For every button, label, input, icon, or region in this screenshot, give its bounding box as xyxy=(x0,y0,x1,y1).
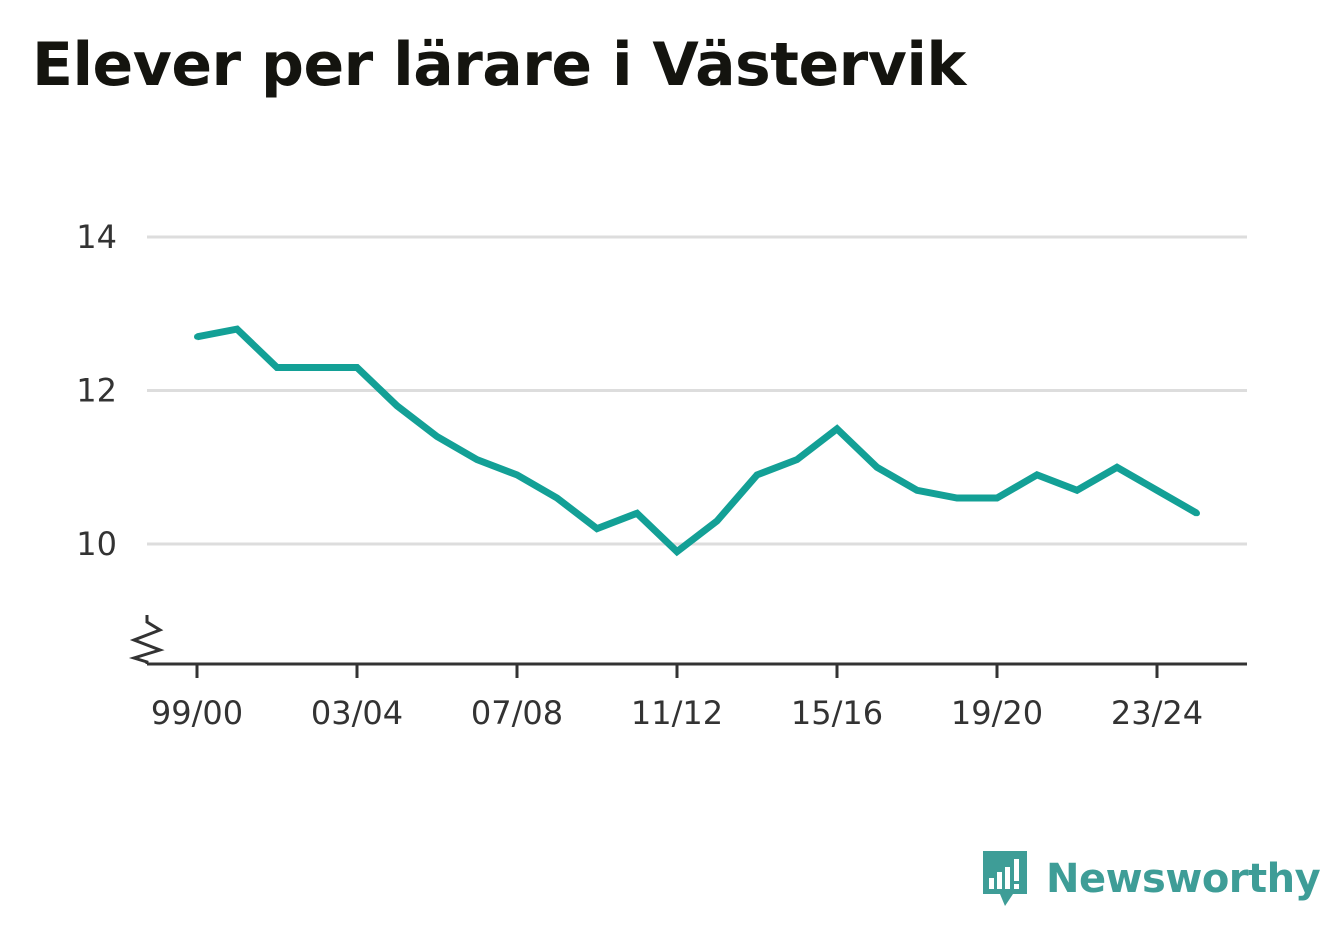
data-point xyxy=(1114,464,1120,471)
x-axis xyxy=(128,615,1247,666)
chart-title: Elever per lärare i Västervik xyxy=(32,30,966,100)
data-point xyxy=(1194,510,1200,517)
data-point xyxy=(1154,487,1160,494)
newsworthy-logo-icon xyxy=(983,851,1027,906)
x-tick-label: 15/16 xyxy=(791,694,883,732)
series-line xyxy=(196,325,1199,557)
data-point xyxy=(954,494,960,501)
data-point xyxy=(1074,487,1080,494)
data-point xyxy=(194,333,200,340)
data-point xyxy=(714,517,720,524)
data-point xyxy=(874,464,880,471)
data-point xyxy=(754,471,760,478)
data-point xyxy=(1034,471,1040,478)
x-tick-label: 11/12 xyxy=(631,694,723,732)
brand-name: Newsworthy xyxy=(1046,856,1321,902)
data-point xyxy=(554,494,560,501)
y-axis-ticks: 10 12 14 xyxy=(76,218,117,563)
data-point xyxy=(914,487,920,494)
y-tick-label: 14 xyxy=(76,218,117,256)
series-layer xyxy=(194,325,1200,557)
data-point xyxy=(314,364,320,371)
data-point xyxy=(834,425,840,432)
x-tick-label: 19/20 xyxy=(951,694,1043,732)
data-point xyxy=(394,402,400,409)
y-tick-label: 10 xyxy=(76,525,117,563)
x-tick-label: 23/24 xyxy=(1111,694,1203,732)
data-point xyxy=(274,364,280,371)
data-point xyxy=(354,364,360,371)
brand-logo: Newsworthy xyxy=(980,848,1321,910)
grid-lines xyxy=(147,235,1247,546)
data-point xyxy=(434,433,440,440)
x-tick-label: 07/08 xyxy=(471,694,563,732)
data-point xyxy=(994,494,1000,501)
data-point xyxy=(594,525,600,532)
data-point xyxy=(794,456,800,463)
x-tick-label: 99/00 xyxy=(151,694,243,732)
data-point xyxy=(674,548,680,555)
y-tick-label: 12 xyxy=(76,372,117,410)
data-point xyxy=(474,456,480,463)
axis-break-marker xyxy=(128,615,165,664)
x-axis-ticks: 99/00 03/04 07/08 11/12 15/16 19/20 23/24 xyxy=(151,664,1203,732)
x-tick-label: 03/04 xyxy=(311,694,403,732)
data-point xyxy=(234,326,240,333)
data-point xyxy=(634,510,640,517)
data-point xyxy=(514,471,520,478)
